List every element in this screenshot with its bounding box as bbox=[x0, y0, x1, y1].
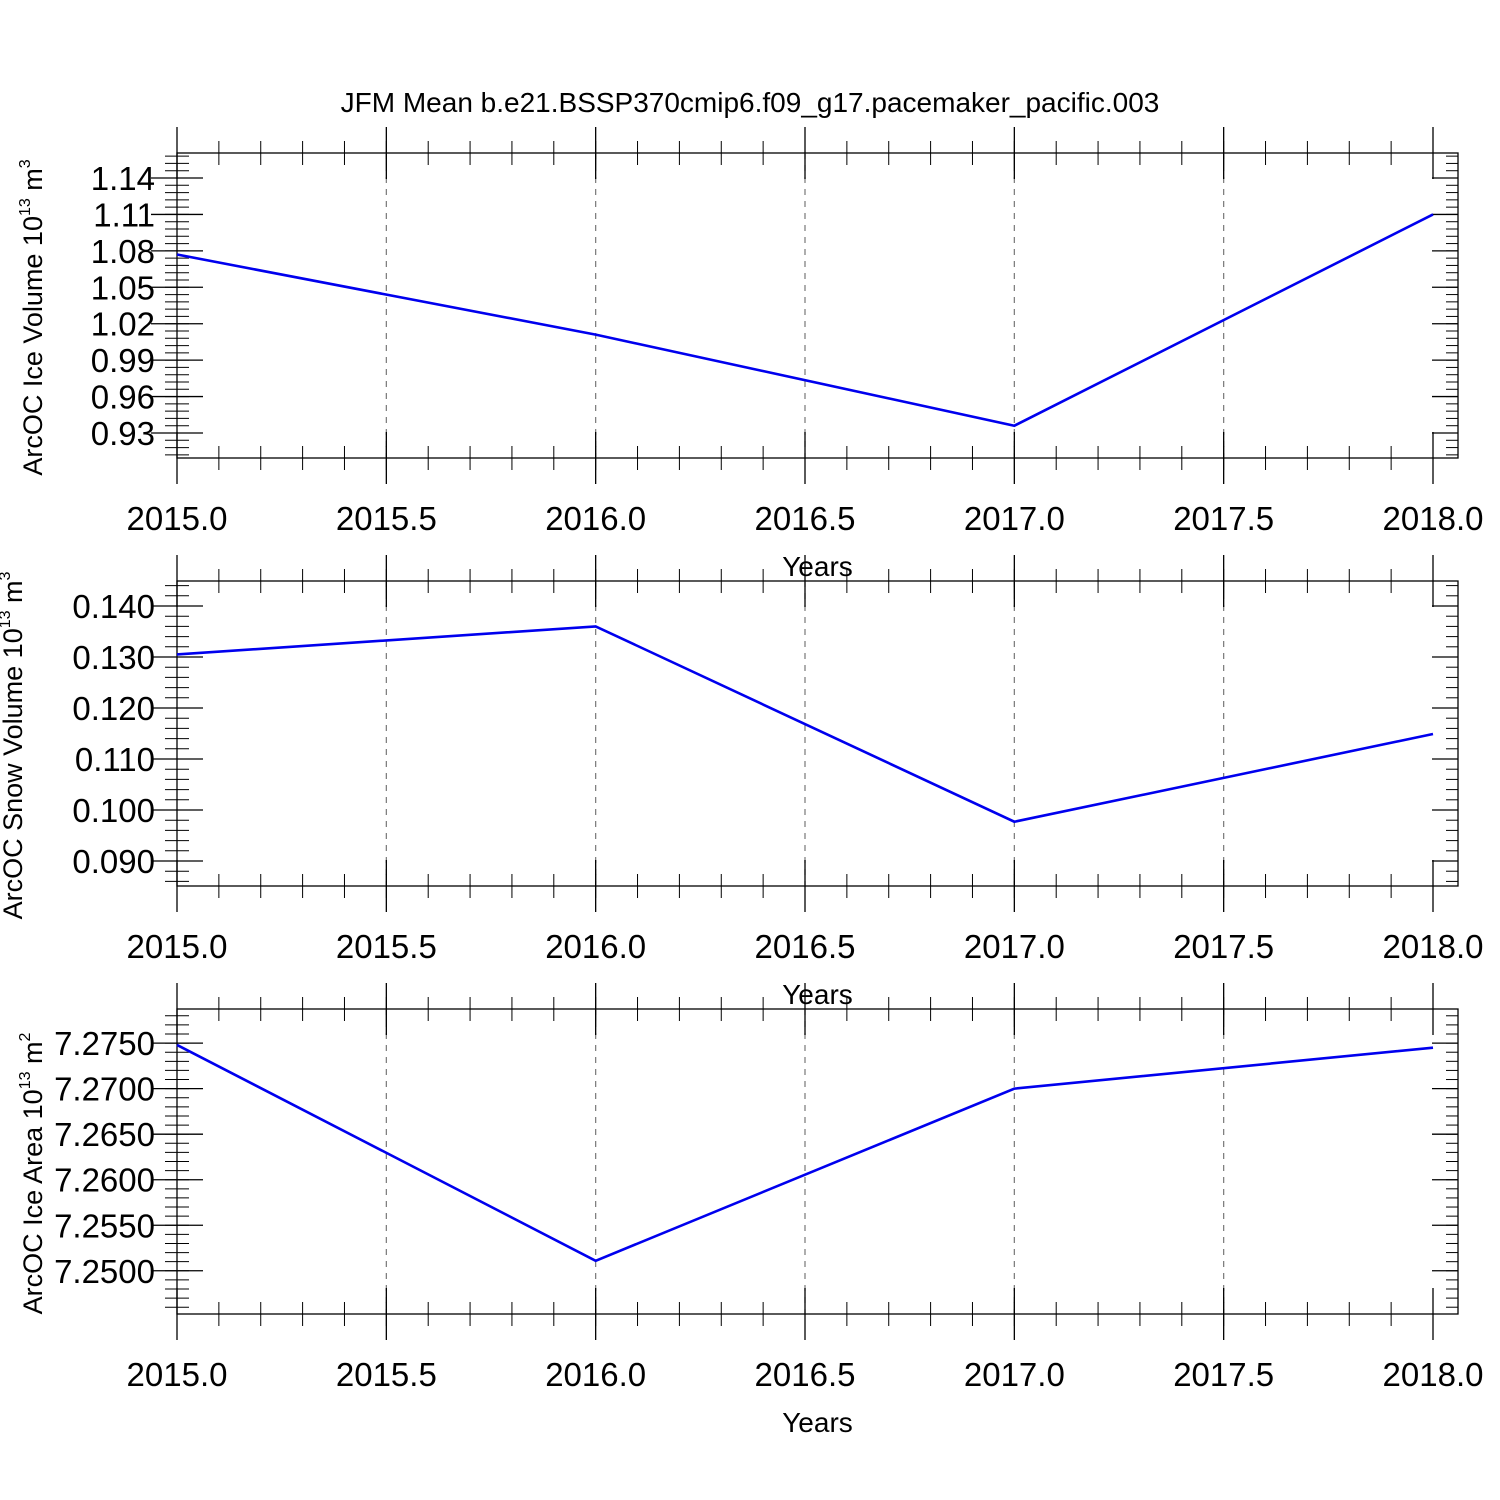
x-axis-label: Years bbox=[782, 979, 853, 1010]
x-tick-label: 2016.0 bbox=[545, 500, 646, 537]
y-axis-label: ArcOC Ice Area 1013 m2 bbox=[17, 1033, 48, 1315]
y-tick-label: 0.100 bbox=[72, 792, 155, 829]
x-tick-label: 2015.0 bbox=[127, 928, 228, 965]
series-line bbox=[176, 213, 1434, 428]
y-tick-label: 0.130 bbox=[72, 639, 155, 676]
y-tick-label: 7.2600 bbox=[54, 1162, 155, 1199]
x-tick-label: 2018.0 bbox=[1383, 928, 1484, 965]
y-axis-label: ArcOC Snow Volume 1013 m3 bbox=[0, 571, 28, 919]
y-axis-label: ArcOC Ice Volume 1013 m3 bbox=[17, 159, 48, 475]
y-tick-label: 7.2700 bbox=[54, 1071, 155, 1108]
x-axis-label: Years bbox=[782, 551, 853, 582]
x-tick-label: 2015.0 bbox=[127, 500, 228, 537]
series-line bbox=[176, 1043, 1434, 1263]
y-tick-label: 1.05 bbox=[91, 269, 155, 306]
y-tick-label: 1.11 bbox=[93, 196, 155, 233]
x-axis-label: Years bbox=[782, 1407, 853, 1438]
y-tick-label: 7.2550 bbox=[54, 1207, 155, 1244]
y-tick-label: 7.2750 bbox=[54, 1025, 155, 1062]
y-tick-label: 1.08 bbox=[91, 233, 155, 270]
y-tick-label: 1.14 bbox=[91, 160, 155, 197]
x-tick-label: 2017.0 bbox=[964, 928, 1065, 965]
y-tick-label: 0.99 bbox=[91, 342, 155, 379]
x-tick-label: 2016.5 bbox=[755, 500, 856, 537]
x-tick-label: 2017.0 bbox=[964, 1356, 1065, 1393]
x-tick-label: 2017.0 bbox=[964, 500, 1065, 537]
plot-frame bbox=[176, 152, 1459, 459]
x-tick-label: 2016.0 bbox=[545, 1356, 646, 1393]
chart-title: JFM Mean b.e21.BSSP370cmip6.f09_g17.pace… bbox=[341, 87, 1160, 118]
y-tick-label: 7.2500 bbox=[54, 1253, 155, 1290]
y-tick-label: 0.96 bbox=[91, 379, 155, 416]
chart-panel-2: 2015.0 2015.5 2016.0 2016.5 2017.0 2017.5 2018… bbox=[0, 555, 1483, 1010]
y-tick-label: 0.93 bbox=[91, 415, 155, 452]
x-tick-label: 2017.5 bbox=[1173, 1356, 1274, 1393]
y-tick-label: 0.120 bbox=[72, 690, 155, 727]
x-tick-label: 2016.0 bbox=[545, 928, 646, 965]
x-tick-label: 2015.5 bbox=[336, 928, 437, 965]
x-tick-label: 2016.5 bbox=[755, 928, 856, 965]
x-tick-label: 2015.5 bbox=[336, 1356, 437, 1393]
x-tick-label: 2015.5 bbox=[336, 500, 437, 537]
x-tick-label: 2017.5 bbox=[1173, 928, 1274, 965]
plot-frame bbox=[176, 1008, 1459, 1315]
chart-panel-1: 2015.0 2015.5 2016.0 2016.5 2017.0 2017.5 2018… bbox=[17, 127, 1483, 582]
x-tick-label: 2018.0 bbox=[1383, 1356, 1484, 1393]
x-tick-label: 2018.0 bbox=[1383, 500, 1484, 537]
y-tick-label: 0.140 bbox=[72, 588, 155, 625]
series-line bbox=[176, 625, 1434, 824]
x-tick-label: 2016.5 bbox=[755, 1356, 856, 1393]
y-tick-label: 0.110 bbox=[75, 741, 155, 778]
y-tick-label: 7.2650 bbox=[54, 1116, 155, 1153]
x-tick-label: 2017.5 bbox=[1173, 500, 1274, 537]
chart-panel-3: 2015.0 2015.5 2016.0 2016.5 2017.0 2017.5 2018… bbox=[17, 983, 1483, 1438]
x-tick-label: 2015.0 bbox=[127, 1356, 228, 1393]
y-tick-label: 1.02 bbox=[91, 306, 155, 343]
plot-frame bbox=[176, 580, 1459, 887]
y-tick-label: 0.090 bbox=[72, 843, 155, 880]
